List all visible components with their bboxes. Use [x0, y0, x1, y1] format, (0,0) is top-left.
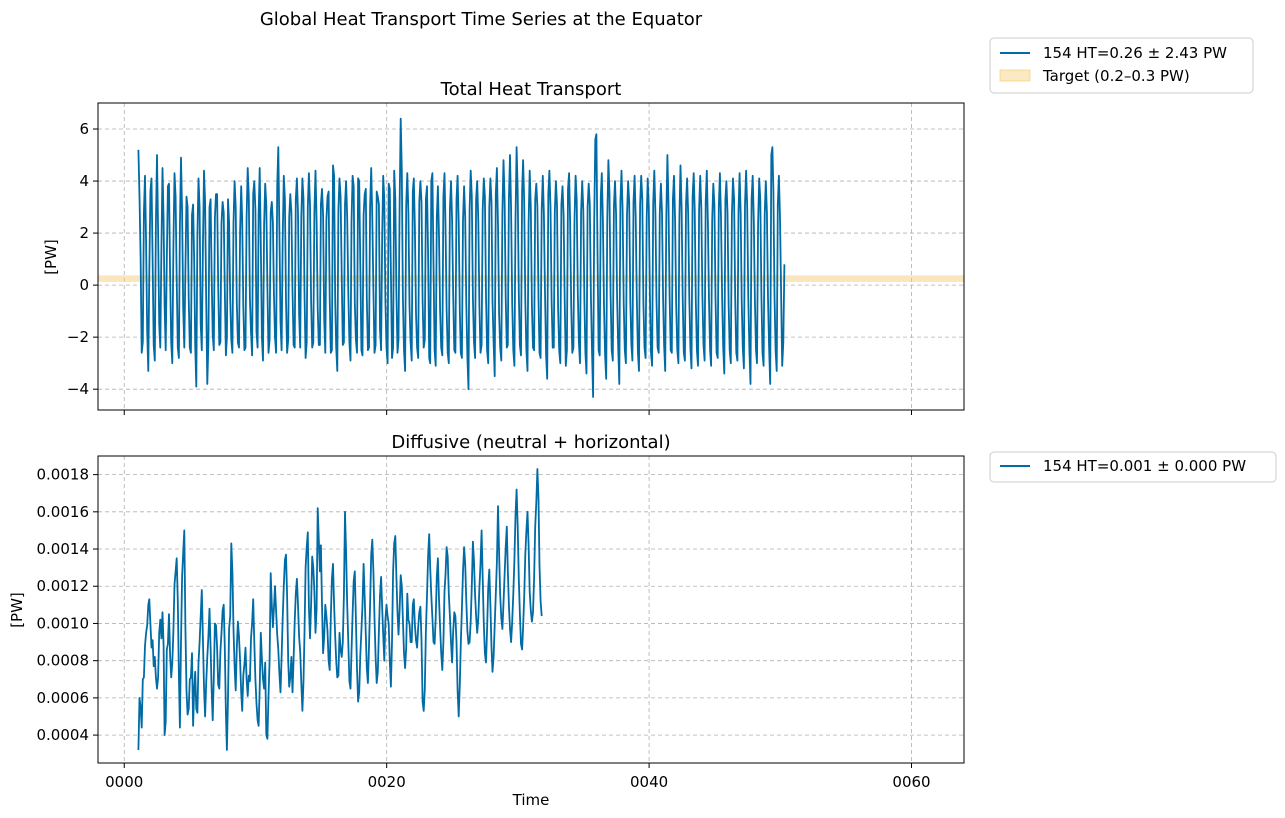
top-x-ticks — [123, 410, 913, 415]
bottom-x-tick-label: 0000 — [105, 773, 143, 791]
bottom-x-tick-label: 0060 — [892, 773, 930, 791]
top-subplot-title: Total Heat Transport — [440, 79, 622, 100]
bottom-y-tick-label: 0.0014 — [37, 540, 90, 558]
bottom-y-tick-label: 0.0010 — [37, 614, 90, 632]
bottom-subplot: 0.0004 0.0006 0.0008 0.0010 0.0012 0.0014 0.00… — [8, 432, 965, 809]
top-series-line — [137, 117, 786, 398]
bottom-y-tick-label: 0.0012 — [37, 577, 90, 595]
bottom-x-tick-label: 0040 — [630, 773, 668, 791]
top-y-tick-label: 0 — [79, 276, 89, 294]
bottom-y-tick-label: 0.0018 — [37, 466, 90, 484]
bottom-axes-frame — [97, 455, 965, 764]
top-legend-band-swatch — [999, 69, 1031, 82]
top-legend-entry-series: 154 HT=0.26 ± 2.43 PW — [1043, 44, 1227, 62]
bottom-y-tick-label: 0.0006 — [37, 689, 90, 707]
top-y-axis-label: [PW] — [42, 239, 60, 275]
top-y-tick-label: 4 — [79, 172, 89, 190]
bottom-y-tick-label: 0.0016 — [37, 503, 90, 521]
bottom-series-polyline — [137, 468, 543, 751]
top-y-ticks: −4 −2 0 2 4 6 — [67, 120, 98, 398]
top-series-polyline — [137, 117, 786, 398]
bottom-y-tick-label: 0.0004 — [37, 726, 90, 744]
bottom-legend: 154 HT=0.001 ± 0.000 PW — [989, 451, 1277, 483]
bottom-x-ticks: 0000 0020 0040 0060 — [105, 763, 931, 791]
bottom-y-tick-label: 0.0008 — [37, 652, 90, 670]
top-legend: 154 HT=0.26 ± 2.43 PW Target (0.2–0.3 PW… — [989, 37, 1254, 94]
bottom-legend-entry-series: 154 HT=0.001 ± 0.000 PW — [1043, 457, 1246, 475]
x-axis-label: Time — [512, 791, 550, 809]
bottom-subplot-title: Diffusive (neutral + horizontal) — [391, 432, 670, 453]
top-y-tick-label: 6 — [79, 120, 89, 138]
bottom-legend-box — [989, 451, 1277, 483]
bottom-x-tick-label: 0020 — [368, 773, 406, 791]
top-legend-entry-target: Target (0.2–0.3 PW) — [1042, 67, 1190, 85]
figure-suptitle: Global Heat Transport Time Series at the… — [260, 9, 703, 30]
top-y-tick-label: −2 — [67, 328, 89, 346]
bottom-y-axis-label: [PW] — [8, 592, 26, 628]
top-axes-frame — [97, 102, 965, 411]
top-y-tick-label: 2 — [79, 224, 89, 242]
top-subplot: −4 −2 0 2 4 6 Total Heat Transport [PW] — [42, 79, 965, 415]
bottom-y-ticks: 0.0004 0.0006 0.0008 0.0010 0.0012 0.0014 0.00… — [37, 466, 98, 744]
top-legend-box — [989, 37, 1254, 94]
top-y-tick-label: −4 — [67, 380, 89, 398]
bottom-grid — [98, 456, 964, 763]
bottom-series-line — [137, 468, 543, 751]
